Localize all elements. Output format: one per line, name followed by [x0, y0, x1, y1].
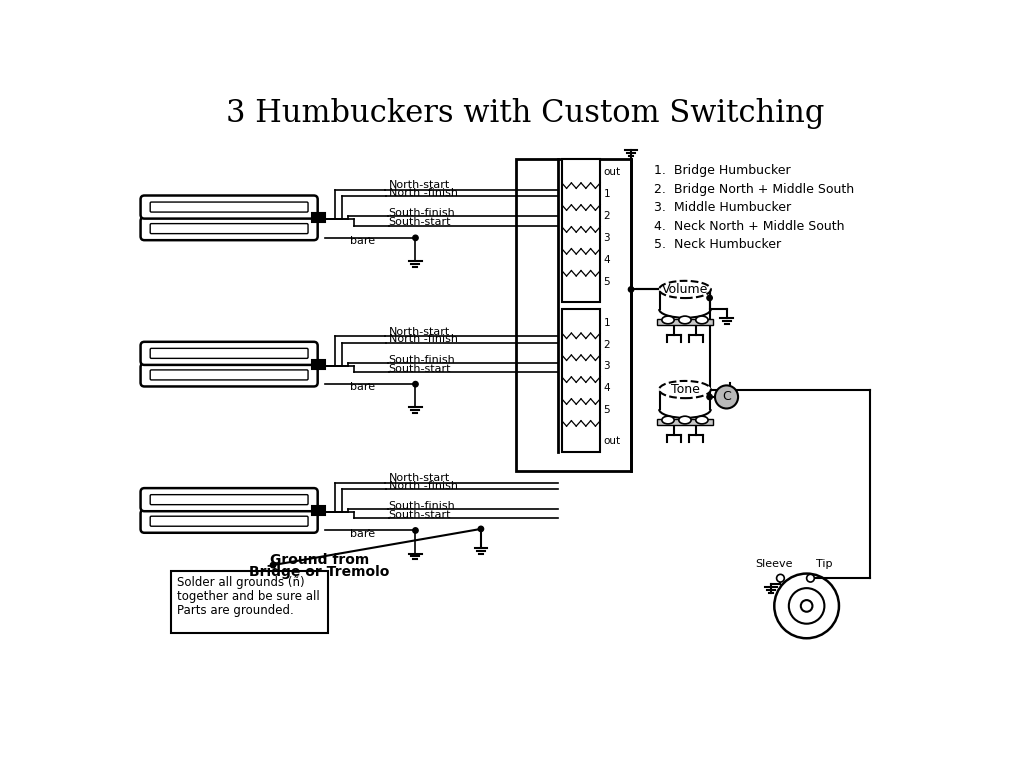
Text: North-start: North-start	[388, 181, 450, 191]
Text: bare: bare	[350, 382, 375, 392]
Ellipse shape	[662, 416, 674, 424]
Ellipse shape	[679, 316, 691, 324]
Circle shape	[270, 562, 275, 568]
Text: South-finish: South-finish	[388, 208, 456, 218]
Ellipse shape	[659, 281, 711, 298]
Text: Bridge or Tremolo: Bridge or Tremolo	[249, 565, 389, 579]
Circle shape	[413, 528, 418, 533]
Text: Volume: Volume	[662, 283, 709, 296]
Text: 2: 2	[603, 340, 610, 349]
Text: bare: bare	[350, 529, 375, 539]
Text: North-start: North-start	[388, 473, 450, 483]
FancyBboxPatch shape	[151, 494, 308, 504]
Text: Ground from: Ground from	[269, 553, 369, 568]
Text: C: C	[722, 391, 731, 404]
Ellipse shape	[662, 316, 674, 324]
Bar	[657, 420, 713, 426]
Text: North -finish: North -finish	[388, 334, 458, 345]
FancyBboxPatch shape	[151, 349, 308, 359]
Text: Tip: Tip	[816, 559, 833, 569]
FancyBboxPatch shape	[140, 510, 317, 533]
Text: 2.  Bridge North + Middle South: 2. Bridge North + Middle South	[654, 183, 854, 196]
Text: Sleeve: Sleeve	[756, 559, 793, 569]
Text: 5.  Neck Humbucker: 5. Neck Humbucker	[654, 238, 781, 251]
Ellipse shape	[695, 316, 708, 324]
Bar	[657, 319, 713, 325]
Bar	[171, 571, 329, 633]
FancyBboxPatch shape	[151, 517, 308, 526]
Bar	[562, 159, 600, 302]
Text: North -finish: North -finish	[388, 188, 458, 198]
Text: South-finish: South-finish	[388, 355, 456, 365]
Circle shape	[774, 574, 839, 639]
Bar	[515, 159, 631, 472]
FancyBboxPatch shape	[140, 195, 317, 219]
Circle shape	[629, 287, 634, 292]
Text: Solder all grounds (ñ): Solder all grounds (ñ)	[177, 576, 304, 589]
FancyBboxPatch shape	[151, 202, 308, 212]
Ellipse shape	[695, 416, 708, 424]
Text: 1.  Bridge Humbucker: 1. Bridge Humbucker	[654, 164, 791, 177]
Ellipse shape	[659, 381, 711, 398]
Text: Tone: Tone	[671, 383, 699, 396]
Text: 3: 3	[603, 233, 610, 243]
Circle shape	[413, 382, 418, 387]
Text: out: out	[603, 436, 621, 446]
Text: 5: 5	[603, 277, 610, 287]
FancyBboxPatch shape	[140, 342, 317, 365]
Text: 4: 4	[603, 255, 610, 265]
Text: South-start: South-start	[388, 217, 451, 227]
Text: 3.  Middle Humbucker: 3. Middle Humbucker	[654, 201, 792, 214]
Circle shape	[715, 385, 738, 408]
FancyBboxPatch shape	[140, 363, 317, 387]
Text: together and be sure all: together and be sure all	[177, 590, 319, 604]
Text: 4.  Neck North + Middle South: 4. Neck North + Middle South	[654, 220, 845, 233]
Bar	[312, 506, 325, 515]
Text: 3 Humbuckers with Custom Switching: 3 Humbuckers with Custom Switching	[225, 98, 824, 129]
Circle shape	[807, 575, 814, 582]
Circle shape	[801, 600, 812, 612]
Text: North -finish: North -finish	[388, 481, 458, 491]
Circle shape	[707, 394, 713, 400]
Text: Parts are grounded.: Parts are grounded.	[177, 604, 294, 617]
FancyBboxPatch shape	[140, 217, 317, 240]
Text: South-start: South-start	[388, 510, 451, 520]
Text: out: out	[603, 167, 621, 178]
Text: South-finish: South-finish	[388, 501, 456, 510]
Text: bare: bare	[350, 236, 375, 246]
Bar	[312, 213, 325, 223]
Text: 2: 2	[603, 211, 610, 221]
Text: 3: 3	[603, 362, 610, 372]
Bar	[312, 359, 325, 369]
FancyBboxPatch shape	[151, 370, 308, 380]
Circle shape	[413, 235, 418, 240]
Circle shape	[478, 526, 483, 532]
Text: North-start: North-start	[388, 327, 450, 336]
Text: 1: 1	[603, 317, 610, 327]
Circle shape	[707, 295, 713, 301]
Text: 1: 1	[603, 189, 610, 199]
Circle shape	[788, 588, 824, 623]
FancyBboxPatch shape	[140, 488, 317, 511]
Circle shape	[776, 575, 784, 582]
Text: 4: 4	[603, 383, 610, 394]
Ellipse shape	[679, 416, 691, 424]
Text: South-start: South-start	[388, 364, 451, 374]
Text: 5: 5	[603, 405, 610, 415]
Bar	[562, 310, 600, 452]
FancyBboxPatch shape	[151, 224, 308, 233]
